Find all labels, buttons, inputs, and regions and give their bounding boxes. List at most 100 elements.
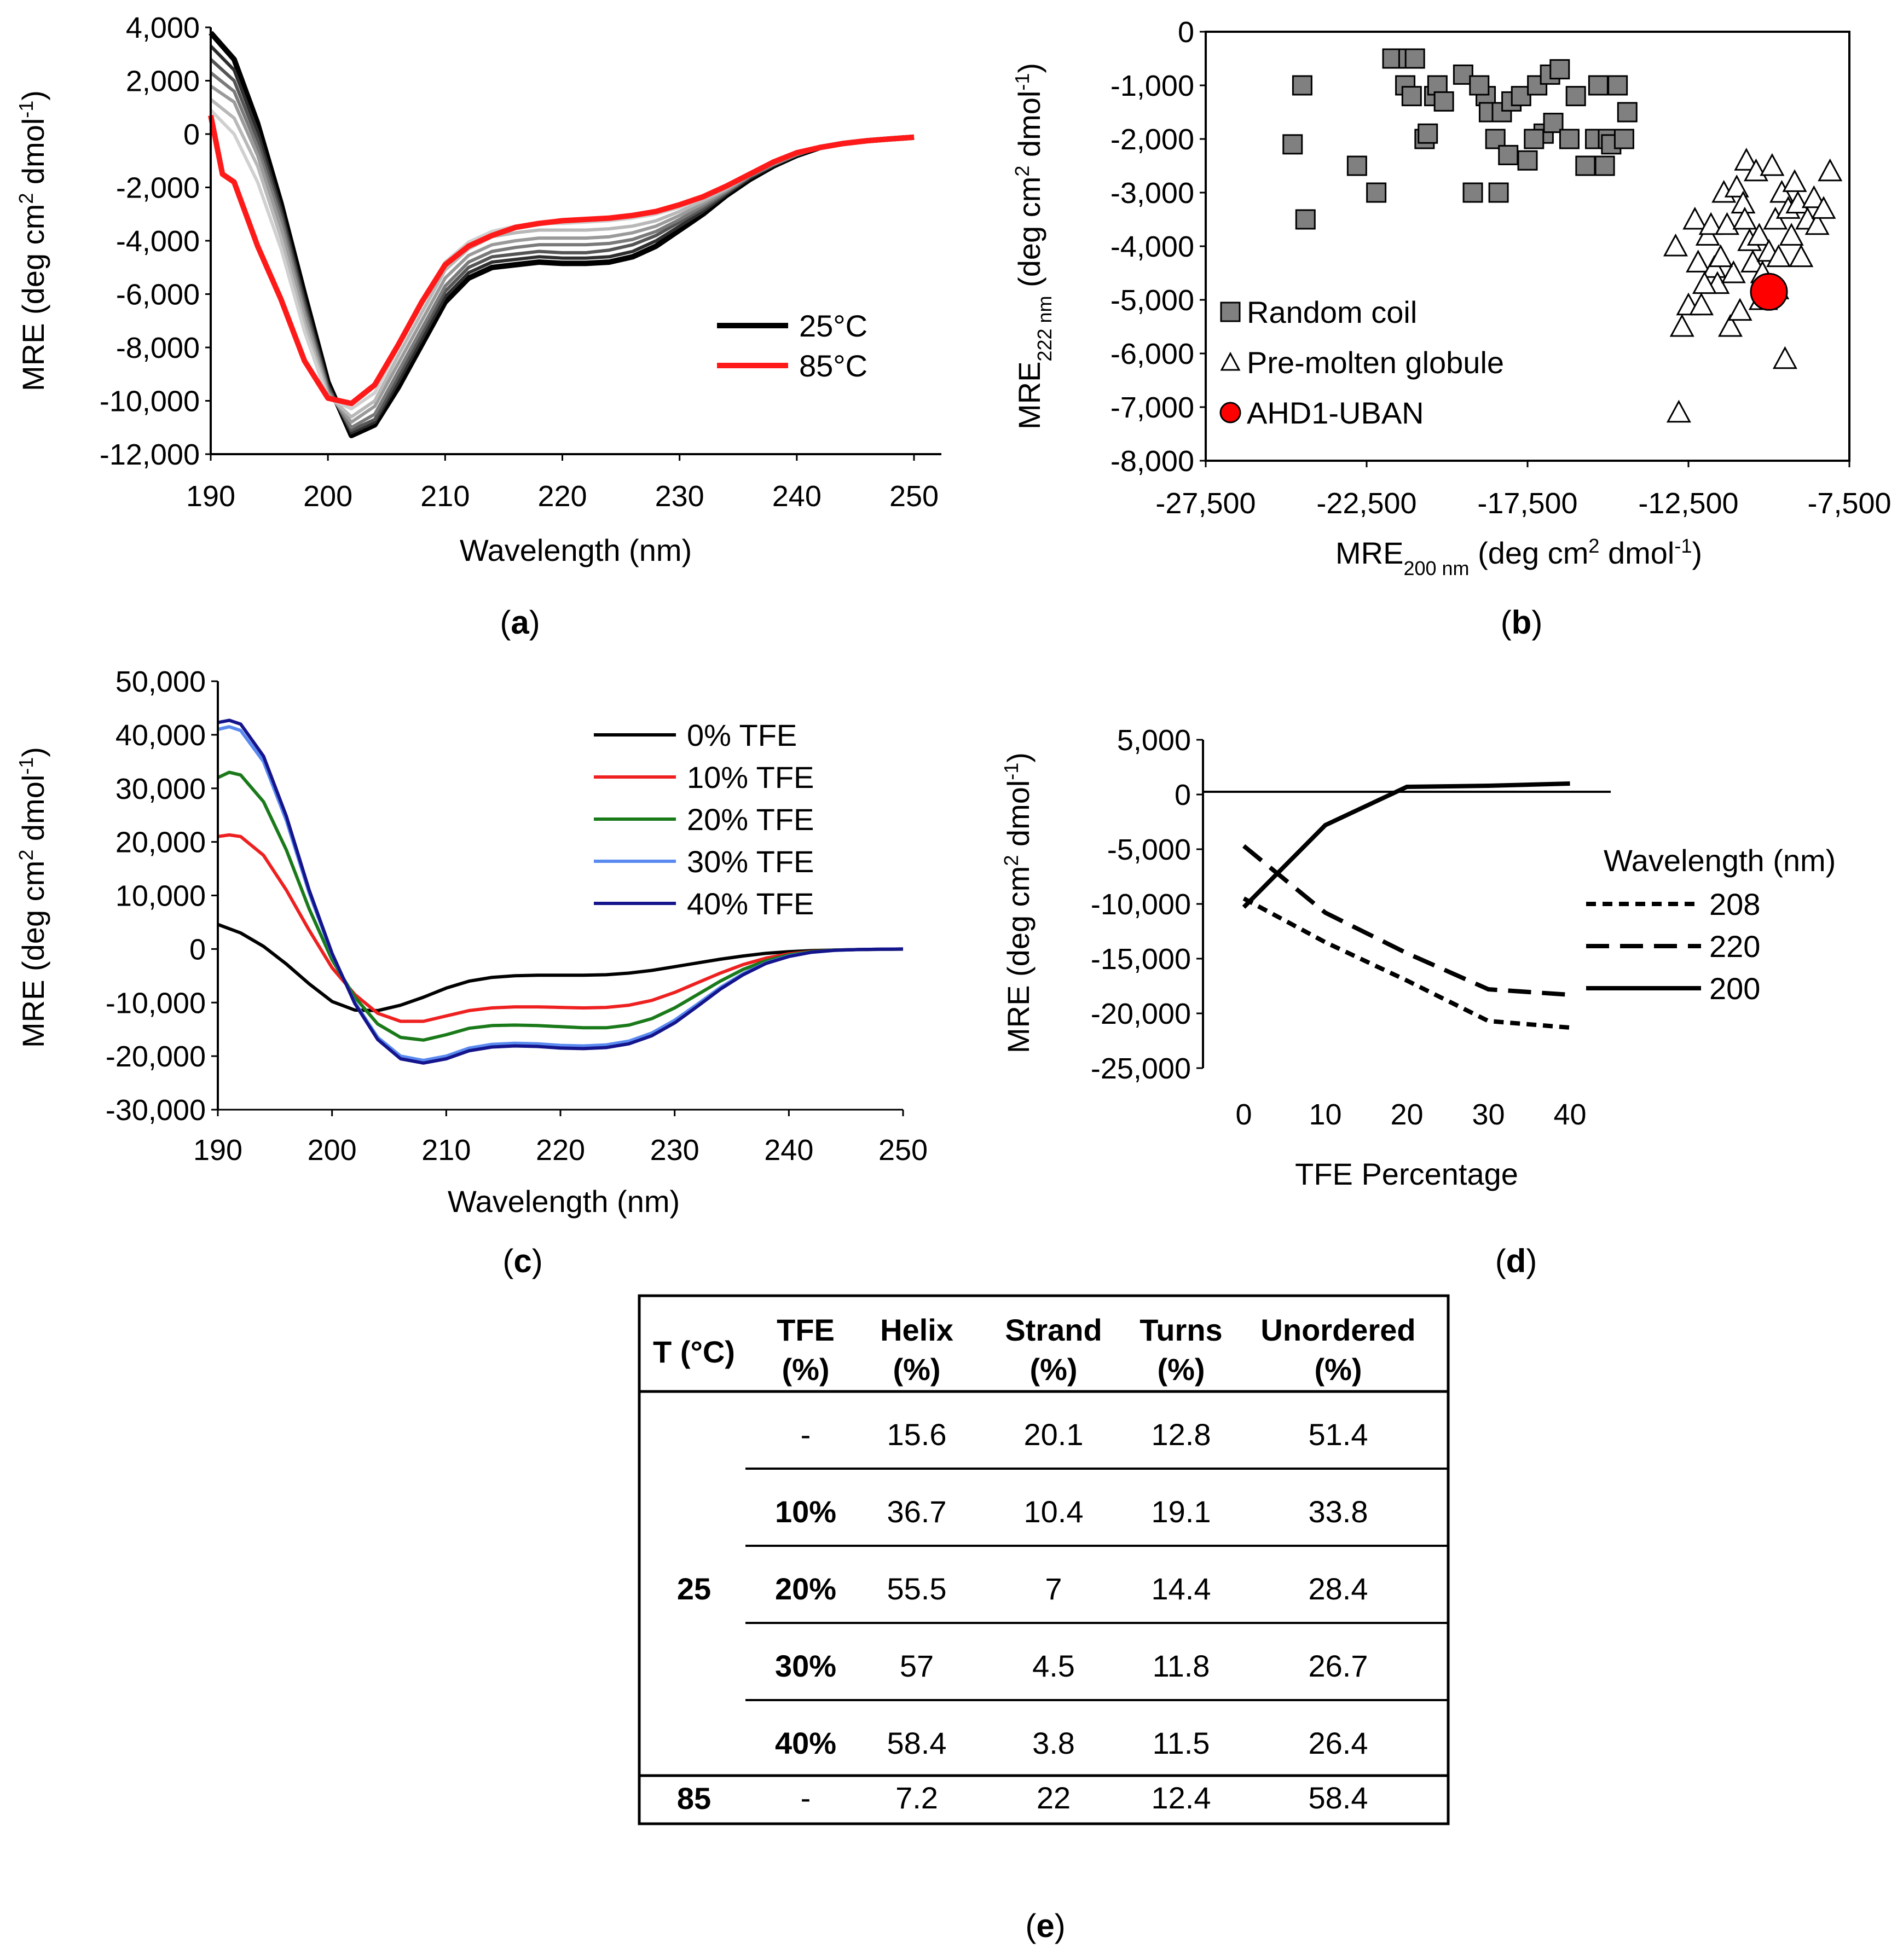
panel-a-caption: (a)	[500, 604, 540, 641]
table-cell: 11.8	[1153, 1649, 1210, 1683]
table-cell: 7	[1045, 1572, 1062, 1606]
b-point-pre-molten-globule	[1692, 271, 1717, 294]
table-cell: 36.7	[887, 1494, 947, 1529]
b-legend-marker	[1220, 351, 1241, 371]
b-point-pre-molten-globule	[1811, 196, 1836, 219]
b-x-tick-label: -22,500	[1316, 487, 1416, 520]
c-x-tick-label: 210	[421, 1134, 471, 1167]
b-legend-label: AHD1-UBAN	[1247, 396, 1424, 430]
panel-d-letter: d	[1506, 1243, 1526, 1279]
b-point-pre-molten-globule	[1782, 169, 1807, 192]
table-cell: 22	[1037, 1781, 1071, 1815]
b-x-axis-label: MRE200 nm (deg cm2 dmol-1)	[1335, 535, 1702, 579]
b-y-tick-label: 0	[1178, 16, 1194, 49]
axis-label-part: dmol	[1012, 91, 1046, 166]
b-legend-label: Random coil	[1247, 295, 1417, 329]
d-series-line	[1242, 896, 1570, 1030]
c-y-tick-label: 20,000	[115, 826, 206, 859]
b-point-pre-molten-globule	[1724, 175, 1749, 198]
b-point-pre-molten-globule	[1818, 158, 1843, 182]
table-header: Helix	[880, 1313, 953, 1347]
table-cell: 10.4	[1024, 1494, 1084, 1529]
b-y-tick-label: -1,000	[1110, 69, 1194, 102]
table-frame	[638, 1294, 1450, 1825]
b-point-random-coil	[1575, 155, 1596, 176]
table-header: Turns	[1140, 1313, 1222, 1347]
axis-label-part: (deg cm	[1470, 536, 1589, 570]
d-y-tick-label: -20,000	[1091, 998, 1191, 1030]
b-point-random-coil	[1527, 75, 1548, 96]
axis-label-part: 2	[1011, 166, 1033, 177]
a-series-line	[208, 114, 915, 407]
a-x-tick-label: 250	[889, 480, 939, 513]
table-header-unit: (%)	[893, 1352, 940, 1387]
axis-label-part: 2	[1588, 535, 1599, 557]
table-cell: 58.4	[1309, 1781, 1368, 1815]
c-x-tick-label: 230	[650, 1134, 699, 1167]
table-cell: 11.5	[1153, 1726, 1210, 1760]
a-x-tick-label: 200	[303, 480, 352, 513]
panel-b-caption: (b)	[1501, 604, 1543, 641]
axis-label-part: )	[1012, 63, 1046, 73]
b-point-random-coil	[1282, 134, 1303, 155]
table-header-unit: (%)	[782, 1352, 829, 1387]
panel-c-letter: c	[513, 1243, 531, 1279]
a-y-tick-label: -8,000	[116, 332, 200, 364]
c-y-tick-label: 0	[189, 933, 206, 966]
a-y-tick-label: -6,000	[116, 279, 200, 311]
axis-label-part: dmol	[1599, 536, 1674, 570]
b-point-pre-molten-globule	[1663, 233, 1688, 257]
table-cell: 20.1	[1024, 1417, 1084, 1452]
table-header: Strand	[1005, 1313, 1102, 1347]
table-header: TFE	[777, 1313, 835, 1347]
axis-label-part: dmol	[16, 775, 50, 850]
b-point-random-coil	[1565, 86, 1586, 107]
table-cell: 15.6	[887, 1417, 947, 1452]
d-x-tick-label: 0	[1235, 1098, 1252, 1131]
panel-e-letter: e	[1036, 1907, 1054, 1944]
b-point-pre-molten-globule	[1689, 292, 1714, 316]
axis-label-part: 200 nm	[1403, 557, 1469, 579]
table-group-label: 85	[677, 1781, 711, 1816]
b-y-tick-label: -6,000	[1110, 338, 1194, 370]
a-y-tick-label: -12,000	[100, 438, 200, 471]
d-y-tick-label: 0	[1175, 779, 1191, 811]
d-series-line	[1242, 781, 1570, 909]
b-y-tick-label: -2,000	[1110, 123, 1194, 156]
table-cell: 51.4	[1309, 1417, 1368, 1452]
b-point-pre-molten-globule	[1801, 185, 1826, 208]
b-point-random-coil	[1559, 129, 1580, 149]
b-point-pre-molten-globule	[1760, 153, 1785, 176]
panel-e-caption: (e)	[1025, 1907, 1065, 1944]
d-y-tick-label: -10,000	[1091, 888, 1191, 921]
d-x-tick-label: 30	[1472, 1098, 1505, 1131]
d-legend-label: 220	[1709, 929, 1760, 964]
b-point-random-coil	[1549, 59, 1570, 80]
axis-label-part: -1	[15, 757, 37, 775]
axis-label-part: 2	[1000, 855, 1022, 866]
c-y-axis-label: MRE (deg cm2 dmol-1)	[15, 747, 51, 1048]
c-y-tick-label: -10,000	[106, 987, 206, 1019]
axis-label-part: 222 nm	[1033, 295, 1056, 361]
table-cell: 28.4	[1309, 1572, 1368, 1606]
d-x-tick-label: 20	[1390, 1098, 1423, 1131]
d-y-axis-label: MRE (deg cm2 dmol-1)	[1000, 752, 1036, 1053]
panel-d-chart: 5,000 0 -5,000 -10,000 -15,000 -20,000 -25,000…	[1000, 724, 1836, 1279]
b-legend-marker	[1219, 402, 1241, 424]
b-point-random-coil	[1517, 150, 1538, 171]
b-point-pre-molten-globule	[1804, 212, 1830, 235]
b-x-tick-label: -7,500	[1807, 487, 1891, 520]
table-cell: 3.8	[1032, 1726, 1075, 1760]
c-x-tick-label: 190	[193, 1134, 242, 1167]
b-point-random-coil	[1346, 155, 1367, 176]
a-x-tick-label: 220	[537, 480, 587, 513]
a-y-tick-label: 2,000	[126, 65, 200, 98]
b-y-tick-label: -7,000	[1110, 391, 1194, 424]
d-y-tick-label: -15,000	[1091, 943, 1191, 976]
b-point-random-coil	[1292, 75, 1312, 96]
c-series-line	[217, 718, 904, 1065]
axis-label-part: -1	[1674, 535, 1692, 557]
b-y-axis-label: MRE222 nm (deg cm2 dmol-1)	[1011, 63, 1056, 430]
b-point-random-coil	[1469, 75, 1490, 96]
b-x-tick-label: -12,500	[1638, 487, 1738, 520]
